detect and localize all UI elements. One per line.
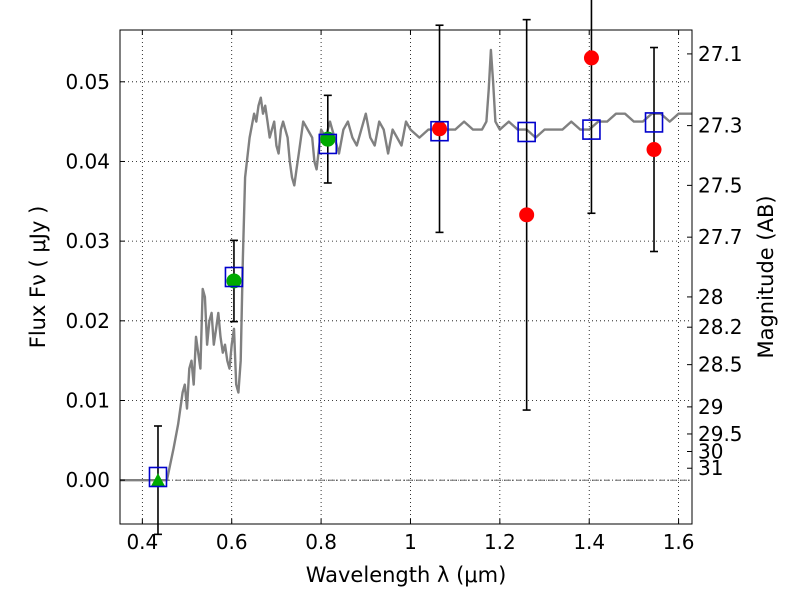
y2-tick-label: 27.3 <box>698 114 743 138</box>
x-tick-label: 0.6 <box>216 530 248 554</box>
detection-triangle <box>150 473 165 487</box>
y2-tick-label: 28 <box>698 285 723 309</box>
y2-tick-label: 28.2 <box>698 315 743 339</box>
x-tick-label: 0.4 <box>126 530 158 554</box>
model-photometry-square <box>224 266 244 288</box>
y2-tick-label: 29 <box>698 395 723 419</box>
x-tick-label: 1.6 <box>663 530 695 554</box>
tick-labels: 0.4 0.6 0.8 1 1.2 1.4 1.6 0.00 0.01 0.02 0.03 0.04 0… <box>65 42 742 554</box>
detection-point <box>226 273 242 289</box>
sed-model-line <box>120 48 692 482</box>
x-tick-label: 1.4 <box>573 530 605 554</box>
y2-tick-label: 27.1 <box>698 42 743 66</box>
model-photometry-square <box>430 120 449 142</box>
y-tick-label: 0.02 <box>65 309 110 333</box>
y2-tick-label: 31 <box>698 456 723 480</box>
model-photometry-square <box>318 133 338 155</box>
x-tick-label: 1 <box>404 530 417 554</box>
low-sn-point <box>646 142 662 158</box>
y2-tick-label: 27.7 <box>698 225 743 249</box>
model-photometry-square <box>148 466 168 488</box>
low-sn-point <box>519 207 535 223</box>
y-tick-label: 0.01 <box>65 389 110 413</box>
model-photometry-square <box>644 112 664 133</box>
y2-tick-label: 27.5 <box>698 173 743 197</box>
plot-frame <box>119 29 693 525</box>
y2-tick-label: 29.5 <box>698 422 743 446</box>
y2-axis-label: Magnitude (AB) <box>754 195 778 358</box>
model-photometry-square <box>517 121 536 143</box>
y-tick-label: 0.04 <box>65 149 110 173</box>
x-tick-label: 0.8 <box>305 530 337 554</box>
y-tick-label: 0.05 <box>65 70 110 94</box>
axis-ticks <box>120 30 692 524</box>
low-sn-point <box>432 121 448 137</box>
y-axis-label: Flux Fν ( μJy ) <box>26 206 50 349</box>
x-axis-label: Wavelength λ (μm) <box>306 563 507 587</box>
model-photometry-square <box>582 119 601 140</box>
low-sn-point <box>583 50 599 66</box>
y2-tick-label: 30 <box>698 439 723 463</box>
y2-tick-label: 28.5 <box>698 353 743 377</box>
plot-area <box>120 0 692 536</box>
y-tick-label: 0.00 <box>65 468 110 492</box>
y-tick-label: 0.03 <box>65 229 110 253</box>
detection-point <box>320 131 336 147</box>
x-tick-label: 1.2 <box>484 530 516 554</box>
